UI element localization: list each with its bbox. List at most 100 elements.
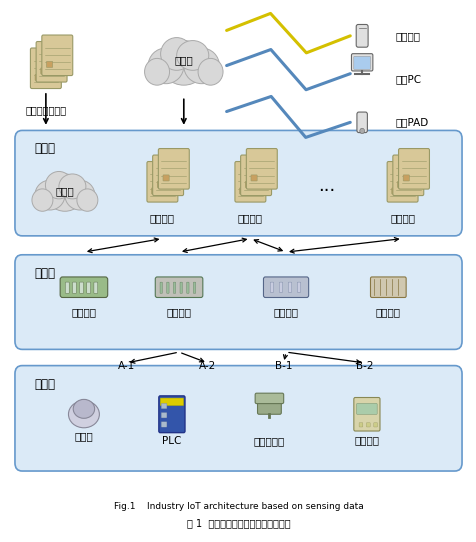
FancyBboxPatch shape (353, 397, 379, 431)
FancyBboxPatch shape (398, 149, 428, 189)
FancyBboxPatch shape (15, 131, 461, 236)
Ellipse shape (160, 37, 192, 70)
FancyBboxPatch shape (159, 396, 185, 433)
FancyBboxPatch shape (40, 68, 47, 74)
Text: 远程医疗: 远程医疗 (238, 214, 262, 223)
FancyBboxPatch shape (147, 162, 178, 202)
FancyBboxPatch shape (270, 282, 273, 292)
Text: 私有云: 私有云 (55, 186, 74, 196)
FancyBboxPatch shape (193, 282, 195, 293)
FancyBboxPatch shape (79, 282, 83, 293)
Text: PLC: PLC (162, 436, 181, 446)
FancyBboxPatch shape (151, 188, 158, 194)
Circle shape (359, 128, 364, 134)
Text: ···: ··· (317, 182, 335, 200)
FancyBboxPatch shape (94, 282, 98, 293)
Text: 图 1  基于感知数据的工业物联网架构: 图 1 基于感知数据的工业物联网架构 (186, 519, 290, 528)
FancyBboxPatch shape (160, 398, 183, 405)
FancyBboxPatch shape (159, 282, 162, 293)
FancyBboxPatch shape (166, 282, 169, 293)
Text: 计费统计: 计费统计 (375, 308, 400, 318)
FancyBboxPatch shape (65, 282, 69, 293)
FancyBboxPatch shape (235, 162, 265, 202)
FancyBboxPatch shape (351, 54, 372, 71)
Text: 用户手机: 用户手机 (395, 31, 419, 41)
FancyBboxPatch shape (46, 61, 52, 67)
Text: 感知层: 感知层 (34, 377, 55, 390)
FancyBboxPatch shape (356, 24, 367, 47)
FancyBboxPatch shape (186, 282, 188, 293)
Ellipse shape (32, 189, 53, 211)
FancyBboxPatch shape (370, 277, 405, 298)
FancyBboxPatch shape (356, 112, 367, 133)
FancyBboxPatch shape (163, 175, 169, 181)
FancyBboxPatch shape (161, 412, 167, 418)
Ellipse shape (69, 401, 99, 428)
Text: 应用层: 应用层 (34, 143, 55, 156)
Ellipse shape (176, 41, 208, 70)
FancyBboxPatch shape (263, 277, 308, 298)
FancyBboxPatch shape (297, 282, 300, 292)
Ellipse shape (45, 174, 84, 211)
Ellipse shape (59, 174, 86, 199)
Text: B-2: B-2 (355, 360, 373, 371)
Ellipse shape (73, 399, 94, 418)
Ellipse shape (45, 171, 72, 199)
Text: Fig.1    Industry IoT architecture based on sensing data: Fig.1 Industry IoT architecture based on… (113, 502, 363, 511)
FancyBboxPatch shape (356, 404, 377, 414)
FancyBboxPatch shape (42, 35, 73, 75)
FancyBboxPatch shape (72, 282, 76, 293)
FancyBboxPatch shape (366, 423, 369, 427)
FancyBboxPatch shape (173, 282, 175, 293)
FancyBboxPatch shape (15, 255, 461, 350)
Ellipse shape (183, 48, 219, 83)
FancyBboxPatch shape (30, 48, 61, 88)
Text: 大数据分析平台: 大数据分析平台 (25, 105, 66, 115)
Text: 设备运维: 设备运维 (273, 308, 298, 318)
FancyBboxPatch shape (35, 74, 41, 80)
Ellipse shape (148, 48, 183, 83)
Text: 智能电表: 智能电表 (354, 435, 378, 445)
FancyBboxPatch shape (15, 366, 461, 471)
FancyBboxPatch shape (358, 423, 362, 427)
FancyBboxPatch shape (402, 175, 408, 181)
Text: 中间层: 中间层 (34, 267, 55, 280)
FancyBboxPatch shape (36, 42, 67, 82)
Text: B-1: B-1 (274, 360, 292, 371)
FancyBboxPatch shape (60, 277, 108, 298)
FancyBboxPatch shape (246, 149, 277, 189)
FancyBboxPatch shape (373, 423, 377, 427)
FancyBboxPatch shape (161, 403, 167, 409)
Text: 设备管理: 设备管理 (166, 308, 191, 318)
Text: 智能电网: 智能电网 (389, 214, 414, 223)
Text: 公有云: 公有云 (174, 55, 193, 65)
FancyBboxPatch shape (161, 422, 167, 427)
FancyBboxPatch shape (179, 282, 182, 293)
FancyBboxPatch shape (392, 155, 423, 196)
Ellipse shape (160, 41, 207, 85)
FancyBboxPatch shape (250, 175, 257, 181)
FancyBboxPatch shape (245, 182, 251, 188)
Text: A-2: A-2 (198, 360, 216, 371)
Ellipse shape (77, 189, 98, 211)
FancyBboxPatch shape (158, 149, 189, 189)
FancyBboxPatch shape (240, 155, 271, 196)
FancyBboxPatch shape (279, 282, 282, 292)
Text: A-1: A-1 (118, 360, 135, 371)
FancyBboxPatch shape (387, 162, 417, 202)
FancyBboxPatch shape (87, 282, 90, 293)
Ellipse shape (65, 180, 95, 210)
FancyBboxPatch shape (239, 188, 245, 194)
Text: 用户PC: 用户PC (395, 74, 421, 84)
Text: 智能家居: 智能家居 (149, 214, 175, 223)
Ellipse shape (144, 59, 169, 85)
FancyBboxPatch shape (391, 188, 397, 194)
FancyBboxPatch shape (255, 393, 283, 404)
Text: 摄像头: 摄像头 (74, 431, 93, 441)
Text: 数据融合: 数据融合 (71, 308, 96, 318)
Ellipse shape (35, 180, 65, 210)
FancyBboxPatch shape (288, 282, 291, 292)
FancyBboxPatch shape (353, 56, 370, 69)
Text: 电表传感器: 电表传感器 (253, 436, 285, 446)
FancyBboxPatch shape (157, 182, 163, 188)
